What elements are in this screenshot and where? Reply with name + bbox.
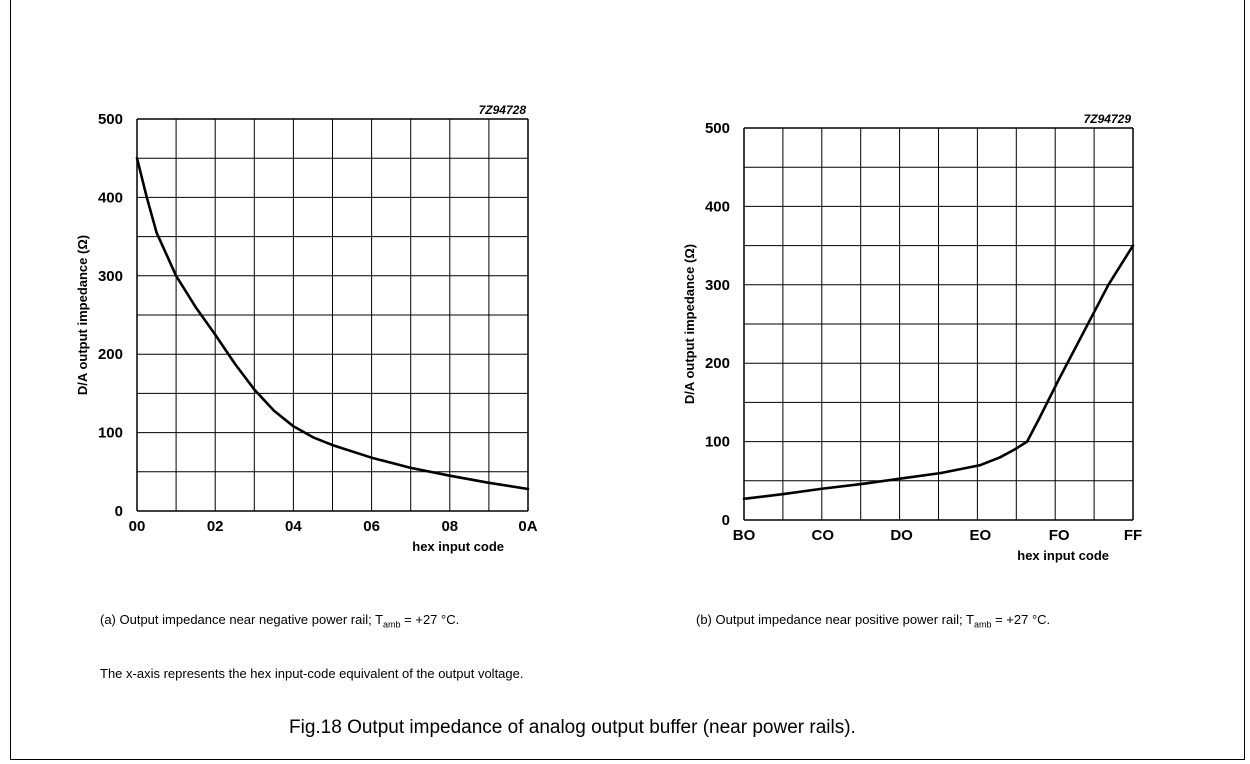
data-point [253, 388, 256, 391]
data-point [174, 274, 178, 277]
data-point [292, 425, 295, 428]
data-point [782, 492, 785, 496]
x-tick-label: CO [812, 527, 835, 544]
data-point [409, 466, 412, 470]
x-axis-label: hex input code [412, 539, 504, 554]
x-tick-label: EO [970, 527, 992, 544]
caption-a-end: = +27 °C. [400, 612, 460, 627]
axis-note: The x-axis represents the hex input-code… [100, 666, 524, 681]
data-point [145, 196, 148, 199]
data-point [448, 474, 451, 477]
y-tick-label: 500 [705, 120, 730, 137]
caption-a: (a) Output impedance near negative power… [100, 612, 459, 630]
caption-b-end: = +27 °C. [991, 612, 1051, 627]
x-tick-label: 04 [285, 518, 302, 535]
data-point [331, 443, 334, 447]
caption-b-sub: amb [973, 619, 992, 630]
data-point [979, 463, 982, 467]
data-point [155, 231, 158, 234]
caption-a-text: (a) Output impedance near negative power… [100, 612, 384, 627]
figure-title: Fig.18 Output impedance of analog output… [289, 717, 856, 738]
y-tick-label: 0 [722, 512, 730, 529]
data-point [821, 487, 824, 490]
x-tick-label: 02 [207, 518, 224, 535]
y-tick-label: 200 [98, 346, 123, 363]
data-point [1082, 330, 1085, 334]
chart-a: 0 100 200 300 400 500 00 02 04 06 08 0A D/A output i… [75, 103, 538, 554]
caption-a-sub: amb [383, 619, 401, 630]
data-point [487, 481, 491, 484]
y-axis-label: D/A output impedance (Ω) [75, 235, 90, 395]
x-tick-label: DO [890, 527, 913, 544]
chart-code: 7Z94728 [479, 103, 527, 117]
x-tick-label: BO [733, 527, 756, 544]
x-axis-label: hex input code [1017, 548, 1109, 563]
data-point [272, 409, 276, 412]
data-point [135, 157, 139, 160]
y-tick-label: 400 [98, 189, 123, 206]
data-point [1025, 440, 1029, 443]
data-point [1057, 377, 1061, 381]
chart-b: 0 100 200 300 400 500 BO CO DO EO FO FF D/A output i… [682, 112, 1142, 563]
data-point [526, 487, 530, 491]
y-tick-label: 300 [705, 277, 730, 294]
y-axis-label: D/A output impedance (Ω) [682, 244, 697, 404]
y-tick-label: 200 [705, 355, 730, 372]
data-point [214, 333, 217, 336]
data-point [1013, 448, 1017, 451]
chart-code: 7Z94729 [1084, 112, 1132, 126]
x-tick-label: 0A [518, 518, 537, 535]
data-point [311, 436, 315, 439]
data-point [370, 456, 373, 459]
x-tick-label: 00 [129, 518, 146, 535]
y-tick-label: 0 [115, 503, 123, 520]
data-point [194, 305, 197, 309]
x-tick-label: 08 [441, 518, 458, 535]
x-tick-label: 06 [363, 518, 380, 535]
x-tick-label: FF [1124, 527, 1142, 544]
data-point [1107, 283, 1110, 286]
y-tick-label: 100 [705, 434, 730, 451]
grid [743, 127, 1134, 521]
data-point [1038, 416, 1041, 420]
data-point [860, 482, 864, 486]
data-point [998, 456, 1002, 459]
data-point [900, 477, 903, 480]
y-tick-label: 400 [705, 198, 730, 215]
caption-b: (b) Output impedance near positive power… [696, 612, 1050, 630]
data-point [1131, 244, 1135, 247]
x-tick-label: FO [1049, 527, 1070, 544]
y-tick-label: 300 [98, 268, 123, 285]
data-point [939, 471, 943, 475]
y-tick-label: 100 [98, 425, 123, 442]
grid [136, 118, 529, 512]
caption-b-text: (b) Output impedance near positive power… [696, 612, 974, 627]
figure-frame [10, 0, 1245, 760]
data-point [233, 362, 236, 365]
data-point [742, 497, 746, 501]
y-tick-label: 500 [98, 111, 123, 128]
